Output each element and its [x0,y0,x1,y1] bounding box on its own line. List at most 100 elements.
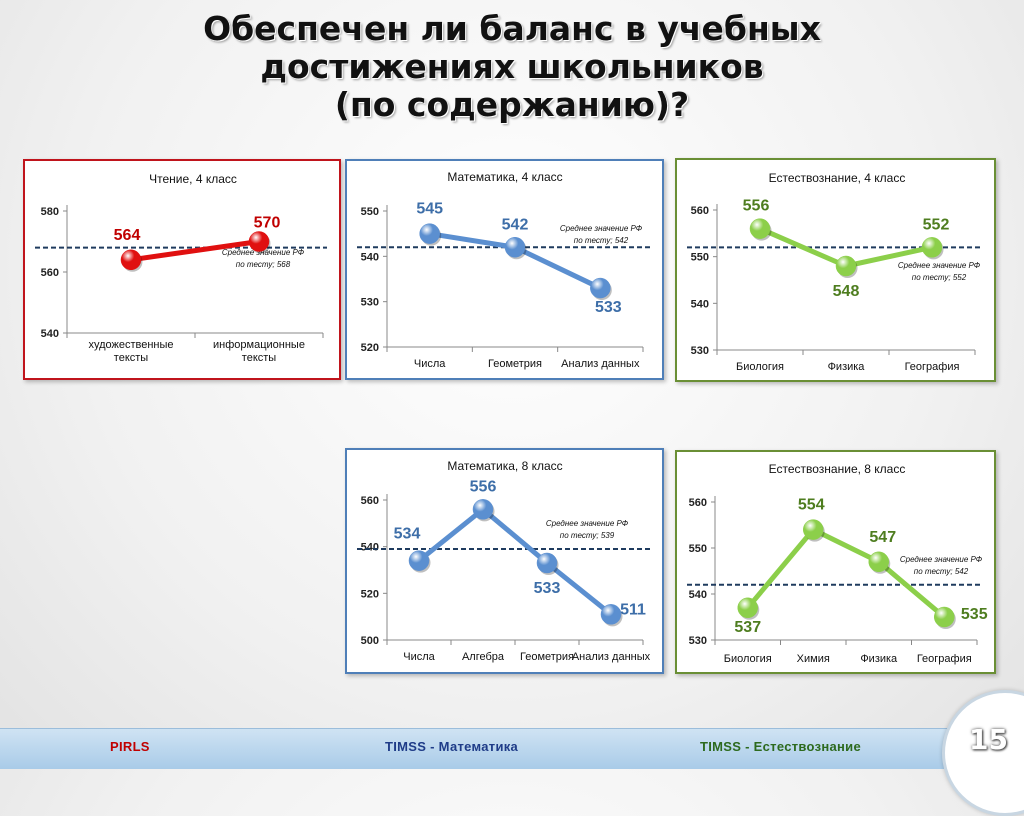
chart-science-4: Естествознание, 4 класс 530 540 550 560 Биоло… [675,158,996,382]
data-label: 556 [743,198,770,215]
x-tick-label: Числа [403,651,435,663]
x-tick-label: Геометрия [520,651,574,663]
chart-math-4: Математика, 4 класс 520 530 540 550 Числа Геом… [345,159,664,380]
series-line [745,527,946,619]
title-line-2: достижениях школьников [260,47,764,86]
data-point [934,606,955,628]
data-point [536,552,558,574]
title-line-3: (по содержанию)? [334,85,690,124]
data-label: 533 [534,580,561,597]
y-tick-label: 530 [361,297,379,309]
data-point [600,604,622,625]
average-label: по тесту; 552 [912,273,967,282]
average-label: Среднее значение РФ [546,519,629,528]
data-point [737,597,758,619]
x-tick-label: тексты [242,352,277,364]
data-point [590,277,611,299]
data-point [504,237,526,258]
data-label: 554 [798,497,825,514]
y-tick-label: 540 [41,328,59,340]
page-number: 15 [969,723,1008,756]
average-label: по тесту; 539 [560,531,615,540]
y-tick-label: 540 [689,589,707,601]
chart-title: Естествознание, 4 класс [769,171,906,185]
y-tick-label: 560 [361,495,379,507]
footer-timss-math: TIMSS - Математика [385,739,519,754]
data-label: 548 [833,283,860,300]
x-tick-label: Физика [860,653,898,665]
data-point [472,499,494,520]
chart-reading-4: Чтение, 4 класс 540 560 580 художественные те… [23,159,341,380]
data-label: 570 [254,215,281,232]
y-tick-label: 500 [361,635,379,647]
data-label: 556 [470,478,497,495]
y-tick-label: 540 [361,251,379,263]
chart-title: Математика, 8 класс [447,459,562,473]
chart-math-8: Математика, 8 класс 500 520 540 560 Числа Алге… [345,448,664,674]
data-point [868,551,889,573]
average-label: Среднее значение РФ [560,224,643,233]
data-label: 511 [620,601,646,618]
y-tick-label: 530 [689,635,707,647]
x-tick-label: Анализ данных [561,358,640,370]
x-tick-label: Геометрия [488,358,542,370]
data-label: 564 [114,227,141,244]
series-line [130,239,260,263]
x-tick-label: Алгебра [462,651,505,663]
y-tick-label: 530 [691,345,709,357]
data-point [749,218,771,239]
data-label: 552 [923,216,950,233]
data-point [419,223,440,244]
x-tick-label: художественные [88,339,173,351]
slide-title: Обеспечен ли баланс в учебных достижения… [0,10,1024,124]
data-point [803,519,824,540]
y-tick-label: 560 [691,205,709,217]
x-tick-label: Физика [828,361,866,373]
x-tick-label: Биология [724,653,772,665]
x-tick-label: Биология [736,361,784,373]
chart-title: Чтение, 4 класс [149,172,237,186]
chart-svg: Математика, 4 класс 520 530 540 550 Числа Геом… [357,170,650,370]
data-point [921,237,943,258]
y-tick-label: 560 [41,267,59,279]
average-label: Среднее значение РФ [898,261,981,270]
data-label: 534 [394,526,421,543]
y-tick-label: 540 [691,298,709,310]
y-tick-label: 550 [361,206,379,218]
x-tick-label: Химия [797,653,830,665]
x-tick-label: Числа [414,358,446,370]
data-point [120,249,142,271]
y-tick-label: 550 [689,543,707,555]
average-label: по тесту; 542 [914,567,969,576]
average-label: по тесту; 542 [574,236,629,245]
y-tick-label: 560 [689,497,707,509]
average-label: Среднее значение РФ [222,248,305,257]
chart-science-8: Естествознание, 8 класс 530 540 550 560 Биоло… [675,450,996,674]
x-tick-label: тексты [114,352,149,364]
data-point [248,231,270,252]
average-label: Среднее значение РФ [900,555,983,564]
chart-title: Естествознание, 8 класс [769,462,906,476]
page-number-badge: 15 [942,690,1024,816]
chart-svg: Естествознание, 4 класс 530 540 550 560 Биоло… [687,171,982,373]
y-tick-label: 520 [361,342,379,354]
title-line-1: Обеспечен ли баланс в учебных [203,9,821,48]
y-tick-label: 580 [41,206,59,218]
footer-timss-science: TIMSS - Естествознание [700,739,862,754]
x-tick-label: География [905,361,960,373]
average-label: по тесту; 568 [236,260,291,269]
chart-svg: Чтение, 4 класс540560580художественныете… [35,172,327,364]
data-label: 533 [595,299,622,316]
data-label: 535 [961,606,988,623]
data-point [835,255,857,277]
x-tick-label: информационные [213,339,305,351]
data-label: 542 [502,216,529,233]
footer-bar: PIRLS TIMSS - Математика TIMSS - Естеств… [0,728,1024,769]
chart-title: Математика, 4 класс [447,170,562,184]
chart-svg: Естествознание, 8 класс 530 540 550 560 Биоло… [687,462,988,665]
data-label: 545 [416,201,443,218]
series-line [417,506,613,617]
y-tick-label: 520 [361,588,379,600]
chart-svg: Математика, 8 класс 500 520 540 560 Числа Алге… [357,459,651,663]
y-tick-label: 550 [691,252,709,264]
